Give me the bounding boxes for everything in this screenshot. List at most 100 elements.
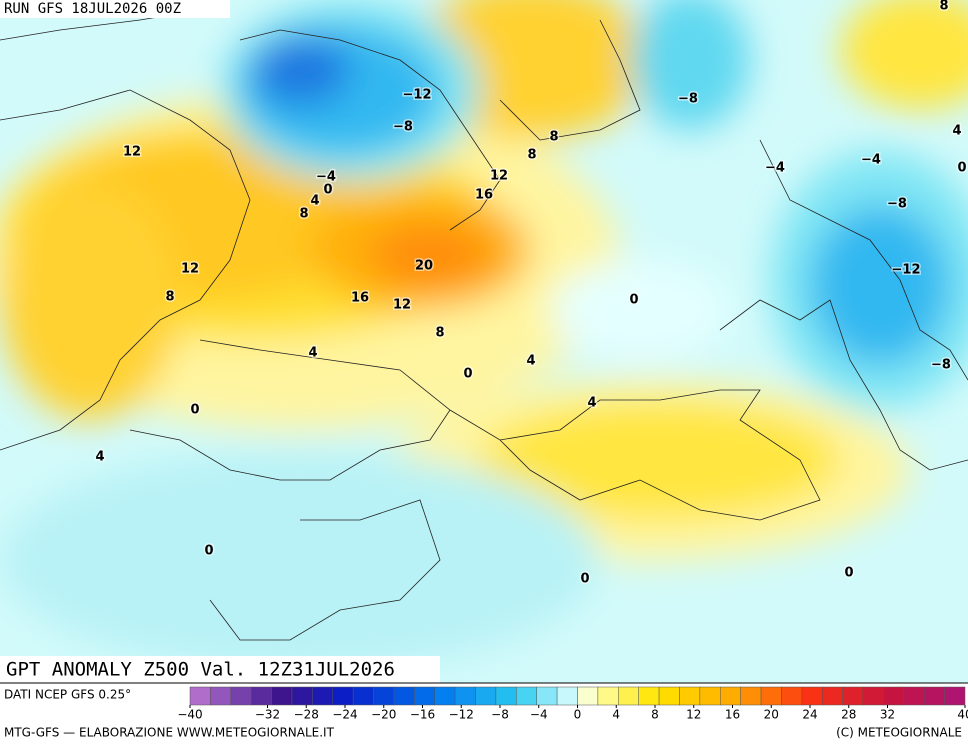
colorbar-swatch (821, 686, 843, 706)
colorbar-swatch (210, 686, 232, 706)
contour-label: −8 (931, 358, 951, 373)
colorbar-swatch (189, 686, 211, 706)
colorbar-swatch (475, 686, 497, 706)
contour-label: 16 (351, 291, 369, 306)
colorbar-swatch (414, 686, 435, 706)
copyright: (C) METEOGIORNALE (836, 726, 962, 740)
colorbar-swatch (658, 686, 680, 706)
contour-label: 4 (952, 124, 961, 139)
colorbar-swatch (781, 686, 803, 706)
colorbar-tick-label: 28 (841, 708, 856, 722)
anomaly-field (0, 0, 968, 683)
colorbar-swatch (944, 686, 966, 706)
contour-label: 8 (435, 326, 444, 341)
contour-label: 12 (123, 145, 141, 160)
title-bg (0, 656, 440, 683)
colorbar-swatch (271, 686, 293, 706)
contour-label: 0 (844, 566, 853, 581)
contour-label: 0 (580, 572, 589, 587)
colorbar-swatch (373, 686, 395, 706)
colorbar-tick-label: 16 (725, 708, 740, 722)
colorbar: −40 −32 −28 −24 −20 −16 −12 −8 −4 0 4 8 12 16 20 24 28 32… (177, 686, 968, 722)
colorbar-tick-label: −20 (371, 708, 396, 722)
colorbar-swatch (516, 686, 537, 706)
colorbar-swatch (842, 686, 864, 706)
colorbar-swatch (352, 686, 374, 706)
contour-label: −12 (403, 88, 432, 103)
colorbar-swatch (332, 686, 354, 706)
contour-label: 12 (393, 298, 411, 313)
contour-label: 12 (181, 262, 199, 277)
colorbar-tick-label: −12 (449, 708, 474, 722)
contour-label: 16 (475, 188, 493, 203)
colorbar-swatch (577, 686, 599, 706)
contour-label: 20 (415, 259, 433, 274)
colorbar-swatch (679, 686, 701, 706)
colorbar-swatch (760, 686, 782, 706)
contour-label: 8 (939, 0, 948, 14)
colorbar-swatch (556, 686, 578, 706)
colorbar-tick-label: 0 (574, 708, 582, 722)
contour-label: 12 (490, 169, 508, 184)
colorbar-swatch (291, 686, 313, 706)
colorbar-tick-label: −28 (294, 708, 319, 722)
colorbar-swatch (923, 686, 945, 706)
run-label: RUN GFS 18JUL2026 00Z (4, 1, 181, 17)
run-label-bg (0, 0, 230, 18)
contour-label: 4 (587, 396, 596, 411)
contour-label: −4 (765, 161, 785, 176)
colorbar-tick-label: 12 (686, 708, 701, 722)
map-title: GPT ANOMALY Z500 Val. 12Z31JUL2026 (6, 659, 395, 681)
contour-label: −8 (393, 120, 413, 135)
colorbar-tick-label: 40 (957, 708, 968, 722)
colorbar-swatch (638, 686, 660, 706)
data-source: DATI NCEP GFS 0.25° (4, 688, 131, 702)
colorbar-tick-label: −4 (530, 708, 548, 722)
colorbar-tick-label: 32 (880, 708, 895, 722)
contour-label: 0 (629, 293, 638, 308)
contour-label: 0 (463, 367, 472, 382)
colorbar-swatch (230, 686, 252, 706)
colorbar-swatch (720, 686, 741, 706)
credit: MTG-GFS — ELABORAZIONE WWW.METEOGIORNALE… (4, 726, 335, 740)
contour-label: 4 (308, 346, 317, 361)
contour-label: −8 (678, 92, 698, 107)
contour-label: −4 (861, 153, 881, 168)
contour-labels: 12 −12 −8 −4 0 4 8 8 8 12 16 20 12 8 16 … (94, 0, 968, 588)
contour-label: 4 (310, 194, 319, 209)
colorbar-swatch (454, 686, 476, 706)
colorbar-swatch (434, 686, 456, 706)
contour-label: 8 (299, 207, 308, 222)
contour-label: 4 (95, 450, 104, 465)
contour-label: 4 (526, 354, 535, 369)
contour-label: 0 (204, 544, 213, 559)
contour-label: 8 (549, 130, 558, 145)
contour-label: −12 (892, 263, 921, 278)
contour-label: 8 (165, 290, 174, 305)
contour-label: −4 (316, 170, 336, 185)
colorbar-swatch (618, 686, 639, 706)
contour-label: 8 (527, 148, 536, 163)
colorbar-swatch (740, 686, 762, 706)
colorbar-swatch (801, 686, 823, 706)
contour-label: −8 (887, 197, 907, 212)
contour-label: 0 (190, 403, 199, 418)
colorbar-tick-label: −16 (410, 708, 435, 722)
colorbar-swatch (312, 686, 334, 706)
contour-label: 0 (323, 183, 332, 198)
colorbar-tick-label: −24 (332, 708, 357, 722)
contour-label: 0 (957, 161, 966, 176)
colorbar-swatch (393, 686, 415, 706)
colorbar-swatch (536, 686, 558, 706)
colorbar-swatch (495, 686, 517, 706)
colorbar-swatch (597, 686, 619, 706)
colorbar-tick-label: 24 (802, 708, 817, 722)
colorbar-swatch (862, 686, 884, 706)
colorbar-tick-label: 8 (651, 708, 659, 722)
colorbar-swatch (699, 686, 721, 706)
colorbar-swatch (250, 686, 272, 706)
borders (0, 9, 968, 641)
colorbar-tick-label: −40 (177, 708, 202, 722)
